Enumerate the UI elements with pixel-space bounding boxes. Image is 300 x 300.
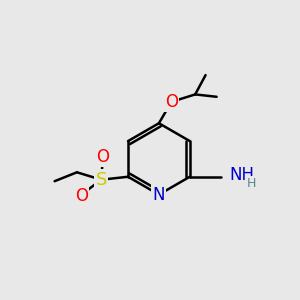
Text: O: O bbox=[75, 187, 88, 205]
Text: H: H bbox=[246, 177, 256, 190]
Text: NH: NH bbox=[229, 166, 254, 184]
Text: N: N bbox=[153, 186, 165, 204]
Text: S: S bbox=[96, 171, 107, 189]
Text: O: O bbox=[165, 93, 178, 111]
Text: O: O bbox=[96, 148, 109, 166]
